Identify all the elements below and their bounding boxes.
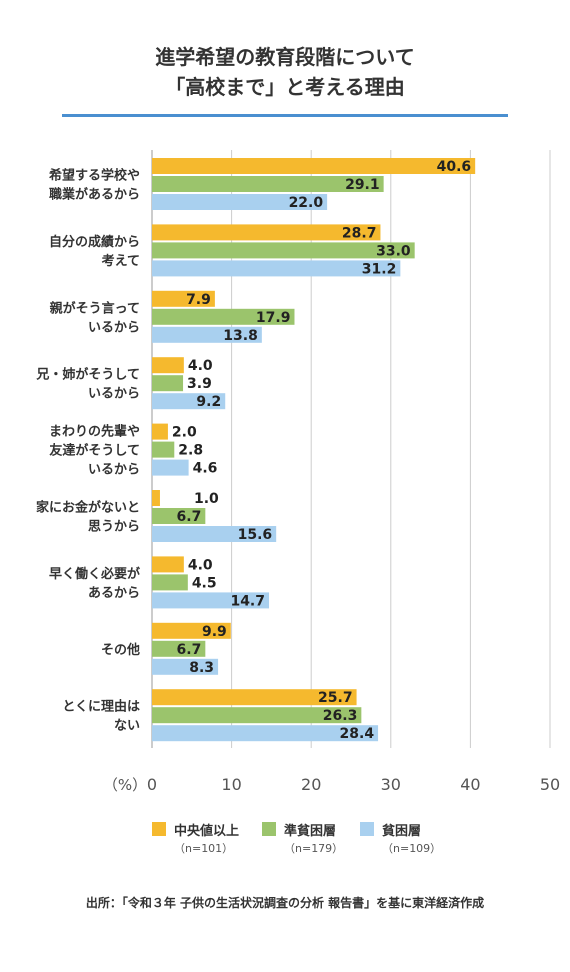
bar: [152, 556, 184, 573]
bar: [152, 526, 277, 542]
bar: [152, 158, 476, 174]
bar: [152, 707, 362, 724]
data-label: 2.8: [178, 443, 203, 459]
data-label: 4.0: [188, 557, 213, 573]
data-label: 4.6: [193, 461, 218, 477]
chart-title-line1: 進学希望の教育段階について: [155, 45, 415, 69]
data-label: 14.7: [230, 593, 265, 609]
bar: [152, 658, 219, 675]
x-tick-label: 30: [381, 775, 401, 794]
bar: [152, 375, 184, 392]
category-label: いるから: [88, 463, 140, 478]
legend-sample-size: （n=101）: [174, 842, 234, 855]
data-label: 9.2: [196, 394, 221, 410]
bar: [152, 176, 384, 192]
x-tick-label: 0: [147, 775, 157, 794]
legend-swatch: [262, 822, 276, 836]
data-label: 22.0: [289, 195, 324, 211]
category-label: その他: [101, 642, 140, 658]
category-label: 希望する学校や: [49, 168, 140, 184]
data-label: 1.0: [194, 491, 219, 507]
legend-sample-size: （n=179）: [284, 842, 344, 855]
category-label: 思うから: [88, 520, 140, 535]
data-label: 28.7: [342, 225, 377, 241]
bar: [152, 393, 226, 410]
data-label: 8.3: [189, 660, 214, 676]
category-label: 自分の成績から: [49, 234, 140, 250]
legend-label: 中央値以上: [174, 824, 240, 839]
category-label: いるから: [88, 320, 140, 335]
legend-swatch: [152, 822, 166, 836]
data-label: 17.9: [256, 310, 291, 326]
data-label: 33.0: [376, 243, 411, 259]
category-label: 職業があるから: [49, 187, 140, 203]
legend-sample-size: （n=109）: [382, 842, 442, 855]
data-label: 2.0: [172, 425, 197, 441]
bar-chart: 0 10 20 30 40 50 （%） 40.6 29.1 22.0 希望する学校や職業があるから…: [35, 150, 560, 794]
x-tick-label: 10: [221, 775, 241, 794]
category-label: 考えて: [102, 253, 140, 269]
bar: [152, 725, 379, 742]
category-label: 親がそう言って: [50, 300, 140, 316]
data-label: 28.4: [340, 726, 375, 742]
category-label: 早く働く必要が: [49, 566, 140, 582]
category-label: あるから: [88, 586, 140, 601]
bar: [152, 308, 295, 325]
data-label: 6.7: [177, 509, 202, 525]
bar: [152, 357, 184, 374]
title-underline: [62, 114, 508, 117]
bar: [152, 592, 270, 609]
bar: [152, 423, 168, 440]
category-label: とくに理由は: [62, 699, 140, 715]
data-label: 15.6: [238, 527, 273, 543]
bar: [152, 242, 415, 259]
legend-label: 貧困層: [382, 824, 422, 839]
data-label: 40.6: [437, 159, 472, 175]
bar: [152, 459, 189, 476]
data-label: 4.5: [192, 575, 217, 591]
bar: [152, 622, 231, 639]
category-label: 兄・姉がそうして: [35, 367, 140, 383]
bar: [152, 574, 188, 591]
bar: [152, 224, 381, 241]
data-label: 29.1: [345, 177, 380, 193]
data-label: 4.0: [188, 358, 213, 374]
bar: [152, 290, 215, 307]
bar: [152, 508, 206, 524]
category-label: まわりの先輩や: [49, 424, 140, 440]
bar: [152, 689, 357, 706]
source-note: 出所：「令和３年 子供の生活状況調査の分析 報告書」を基に東洋経済作成: [85, 896, 485, 910]
data-label: 3.9: [187, 376, 212, 392]
x-axis-unit: （%）: [103, 776, 147, 794]
data-label: 9.9: [202, 624, 227, 640]
x-tick-label: 20: [301, 775, 321, 794]
bar: [152, 441, 175, 458]
bar: [152, 260, 401, 277]
data-label: 25.7: [318, 690, 353, 706]
category-label: いるから: [88, 387, 140, 402]
bar: [152, 640, 206, 657]
legend-swatch: [360, 822, 374, 836]
legend-label: 準貧困層: [284, 824, 337, 839]
bar: [152, 490, 160, 506]
data-label: 13.8: [223, 328, 258, 344]
chart-title: 進学希望の教育段階について 「高校まで」と考える理由: [0, 42, 570, 102]
bar: [152, 194, 328, 210]
chart-title-line2: 「高校まで」と考える理由: [165, 75, 405, 99]
category-label: ない: [114, 719, 140, 734]
data-label: 7.9: [186, 292, 211, 308]
category-label: 家にお金がないと: [36, 500, 140, 516]
x-tick-label: 40: [460, 775, 480, 794]
data-label: 31.2: [362, 261, 397, 277]
bar: [152, 326, 262, 343]
data-label: 26.3: [323, 708, 358, 724]
data-label: 6.7: [177, 642, 202, 658]
category-label: 友達がそうして: [49, 443, 140, 459]
x-tick-label: 50: [540, 775, 560, 794]
